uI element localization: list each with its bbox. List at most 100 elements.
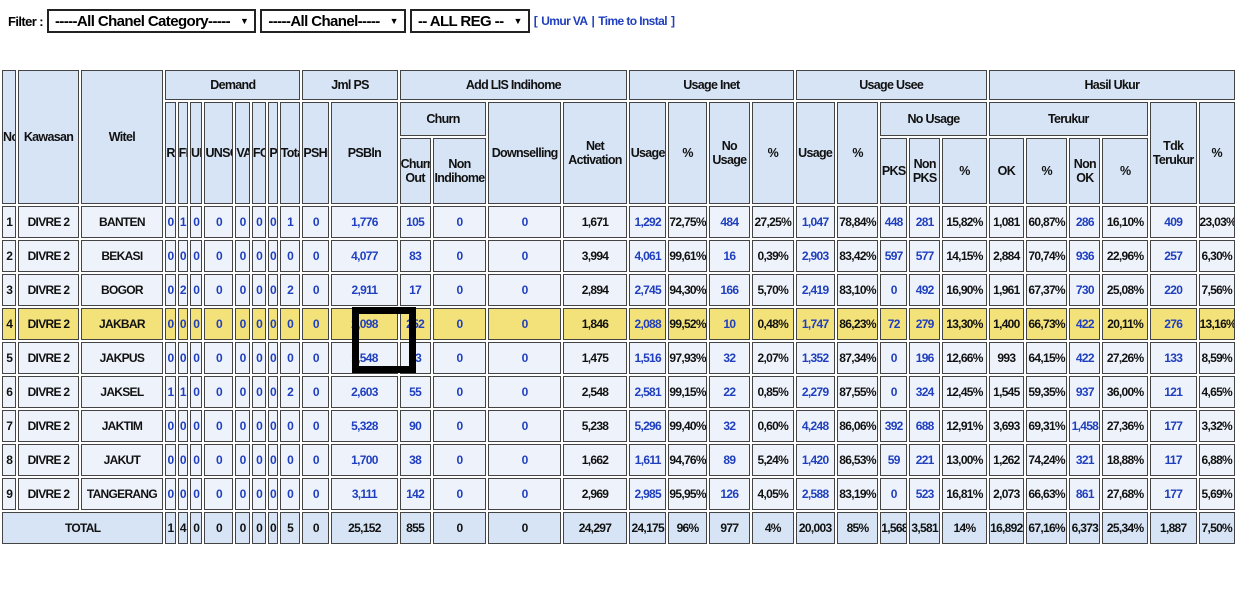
- cell[interactable]: 0: [235, 206, 250, 238]
- cell[interactable]: 1,292: [629, 206, 667, 238]
- cell[interactable]: 0: [204, 376, 234, 408]
- cell[interactable]: 0: [302, 308, 330, 340]
- cell[interactable]: 5,296: [629, 410, 667, 442]
- cell[interactable]: 1,747: [795, 308, 835, 340]
- cell[interactable]: 1,611: [629, 444, 667, 476]
- cell[interactable]: 0: [251, 206, 267, 238]
- cell[interactable]: 1,047: [795, 206, 835, 238]
- cell[interactable]: 0: [432, 410, 487, 442]
- cell[interactable]: 597: [880, 240, 908, 272]
- cell[interactable]: 523: [909, 478, 941, 510]
- cell[interactable]: 0: [279, 478, 301, 510]
- cell[interactable]: 0: [190, 274, 203, 306]
- cell[interactable]: 0: [204, 444, 234, 476]
- cell[interactable]: 1,352: [795, 342, 835, 374]
- cell[interactable]: 937: [1069, 376, 1101, 408]
- cell[interactable]: 577: [909, 240, 941, 272]
- cell[interactable]: 220: [1149, 274, 1197, 306]
- cell[interactable]: 2,088: [629, 308, 667, 340]
- cell[interactable]: 0: [268, 444, 278, 476]
- cell[interactable]: 121: [1149, 376, 1197, 408]
- cell[interactable]: 2: [177, 274, 189, 306]
- cell[interactable]: 0: [204, 478, 234, 510]
- cell[interactable]: 0: [488, 308, 561, 340]
- cell[interactable]: 126: [708, 478, 751, 510]
- cell[interactable]: 0: [190, 206, 203, 238]
- cell[interactable]: 1,516: [629, 342, 667, 374]
- cell[interactable]: 730: [1069, 274, 1101, 306]
- cell[interactable]: 196: [909, 342, 941, 374]
- cell[interactable]: 0: [251, 478, 267, 510]
- cell[interactable]: 0: [190, 478, 203, 510]
- cell[interactable]: 0: [268, 376, 278, 408]
- cell[interactable]: 0: [488, 410, 561, 442]
- cell[interactable]: 38: [399, 444, 431, 476]
- cell[interactable]: 0: [488, 274, 561, 306]
- cell[interactable]: 1: [177, 376, 189, 408]
- cell[interactable]: 177: [1149, 478, 1197, 510]
- cell[interactable]: 492: [909, 274, 941, 306]
- cell[interactable]: 1,700: [331, 444, 398, 476]
- cell[interactable]: 422: [1069, 308, 1101, 340]
- cell[interactable]: 0: [165, 240, 176, 272]
- cell[interactable]: 0: [488, 376, 561, 408]
- cell[interactable]: 0: [488, 240, 561, 272]
- cell[interactable]: 0: [279, 240, 301, 272]
- cell[interactable]: 0: [268, 308, 278, 340]
- cell[interactable]: 409: [1149, 206, 1197, 238]
- cell[interactable]: 0: [190, 410, 203, 442]
- cell[interactable]: 0: [165, 308, 176, 340]
- cell[interactable]: 286: [1069, 206, 1101, 238]
- cell[interactable]: 0: [251, 376, 267, 408]
- cell[interactable]: 1: [177, 206, 189, 238]
- cell[interactable]: 0: [251, 444, 267, 476]
- cell[interactable]: 55: [399, 376, 431, 408]
- cell[interactable]: 0: [432, 478, 487, 510]
- cell[interactable]: 0: [165, 410, 176, 442]
- cell[interactable]: 0: [432, 444, 487, 476]
- cell[interactable]: 0: [165, 206, 176, 238]
- cell[interactable]: 0: [177, 410, 189, 442]
- cell[interactable]: 0: [177, 444, 189, 476]
- select[interactable]: -----All Chanel-----: [260, 9, 406, 33]
- cell[interactable]: 1: [165, 376, 176, 408]
- cell[interactable]: 0: [165, 444, 176, 476]
- cell[interactable]: 321: [1069, 444, 1101, 476]
- link[interactable]: Time to Instal: [598, 14, 667, 28]
- cell[interactable]: 2: [279, 376, 301, 408]
- cell[interactable]: 0: [302, 444, 330, 476]
- cell[interactable]: 59: [880, 444, 908, 476]
- cell[interactable]: 0: [235, 308, 250, 340]
- cell[interactable]: 0: [880, 376, 908, 408]
- cell[interactable]: 4,061: [629, 240, 667, 272]
- cell[interactable]: 0: [165, 478, 176, 510]
- cell[interactable]: 0: [302, 342, 330, 374]
- cell[interactable]: 0: [880, 342, 908, 374]
- cell[interactable]: 0: [165, 274, 176, 306]
- cell[interactable]: 32: [708, 410, 751, 442]
- cell[interactable]: 0: [880, 274, 908, 306]
- cell[interactable]: 0: [177, 342, 189, 374]
- cell[interactable]: 0: [268, 206, 278, 238]
- cell[interactable]: 0: [204, 240, 234, 272]
- cell[interactable]: 0: [302, 376, 330, 408]
- cell[interactable]: 0: [190, 342, 203, 374]
- cell[interactable]: 16: [708, 240, 751, 272]
- cell[interactable]: 133: [1149, 342, 1197, 374]
- cell[interactable]: 936: [1069, 240, 1101, 272]
- cell[interactable]: 0: [235, 444, 250, 476]
- cell[interactable]: 0: [488, 444, 561, 476]
- cell[interactable]: 0: [251, 274, 267, 306]
- cell[interactable]: 0: [268, 274, 278, 306]
- cell[interactable]: 484: [708, 206, 751, 238]
- cell[interactable]: 392: [880, 410, 908, 442]
- cell[interactable]: 90: [399, 410, 431, 442]
- cell[interactable]: 166: [708, 274, 751, 306]
- cell[interactable]: 3,111: [331, 478, 398, 510]
- cell[interactable]: 0: [268, 478, 278, 510]
- cell[interactable]: 2,603: [331, 376, 398, 408]
- cell[interactable]: 0: [268, 342, 278, 374]
- cell[interactable]: 0: [488, 342, 561, 374]
- cell[interactable]: 0: [204, 342, 234, 374]
- cell[interactable]: 861: [1069, 478, 1101, 510]
